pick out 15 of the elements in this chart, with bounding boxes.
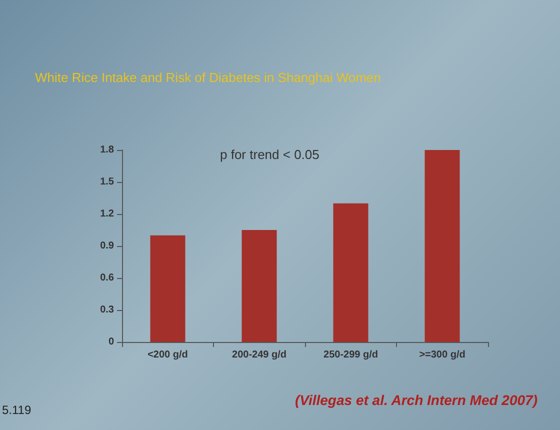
y-tick-label: 0.3 <box>100 304 114 316</box>
chart-title: White Rice Intake and Risk of Diabetes in Shanghai Women <box>35 70 381 85</box>
y-tick-label: 0 <box>108 336 114 348</box>
text: 5.119 <box>2 403 32 417</box>
y-tick-label: 1.2 <box>100 208 114 220</box>
annotation: p for trend < 0.05 <box>220 147 320 162</box>
y-tick-label: 0.9 <box>100 240 114 252</box>
y-tick-label: 1.8 <box>100 144 114 156</box>
x-tick-label: 250-299 g/d <box>324 350 378 360</box>
y-tick-label: 0.6 <box>100 272 114 284</box>
x-tick-label: <200 g/d <box>148 350 188 360</box>
x-tick-label: 200-249 g/d <box>232 350 286 360</box>
text: (Villegas et al. Arch Intern Med 2007) <box>294 392 538 408</box>
x-tick-label: >=300 g/d <box>419 350 466 360</box>
y-tick-label: 1.5 <box>100 176 114 188</box>
